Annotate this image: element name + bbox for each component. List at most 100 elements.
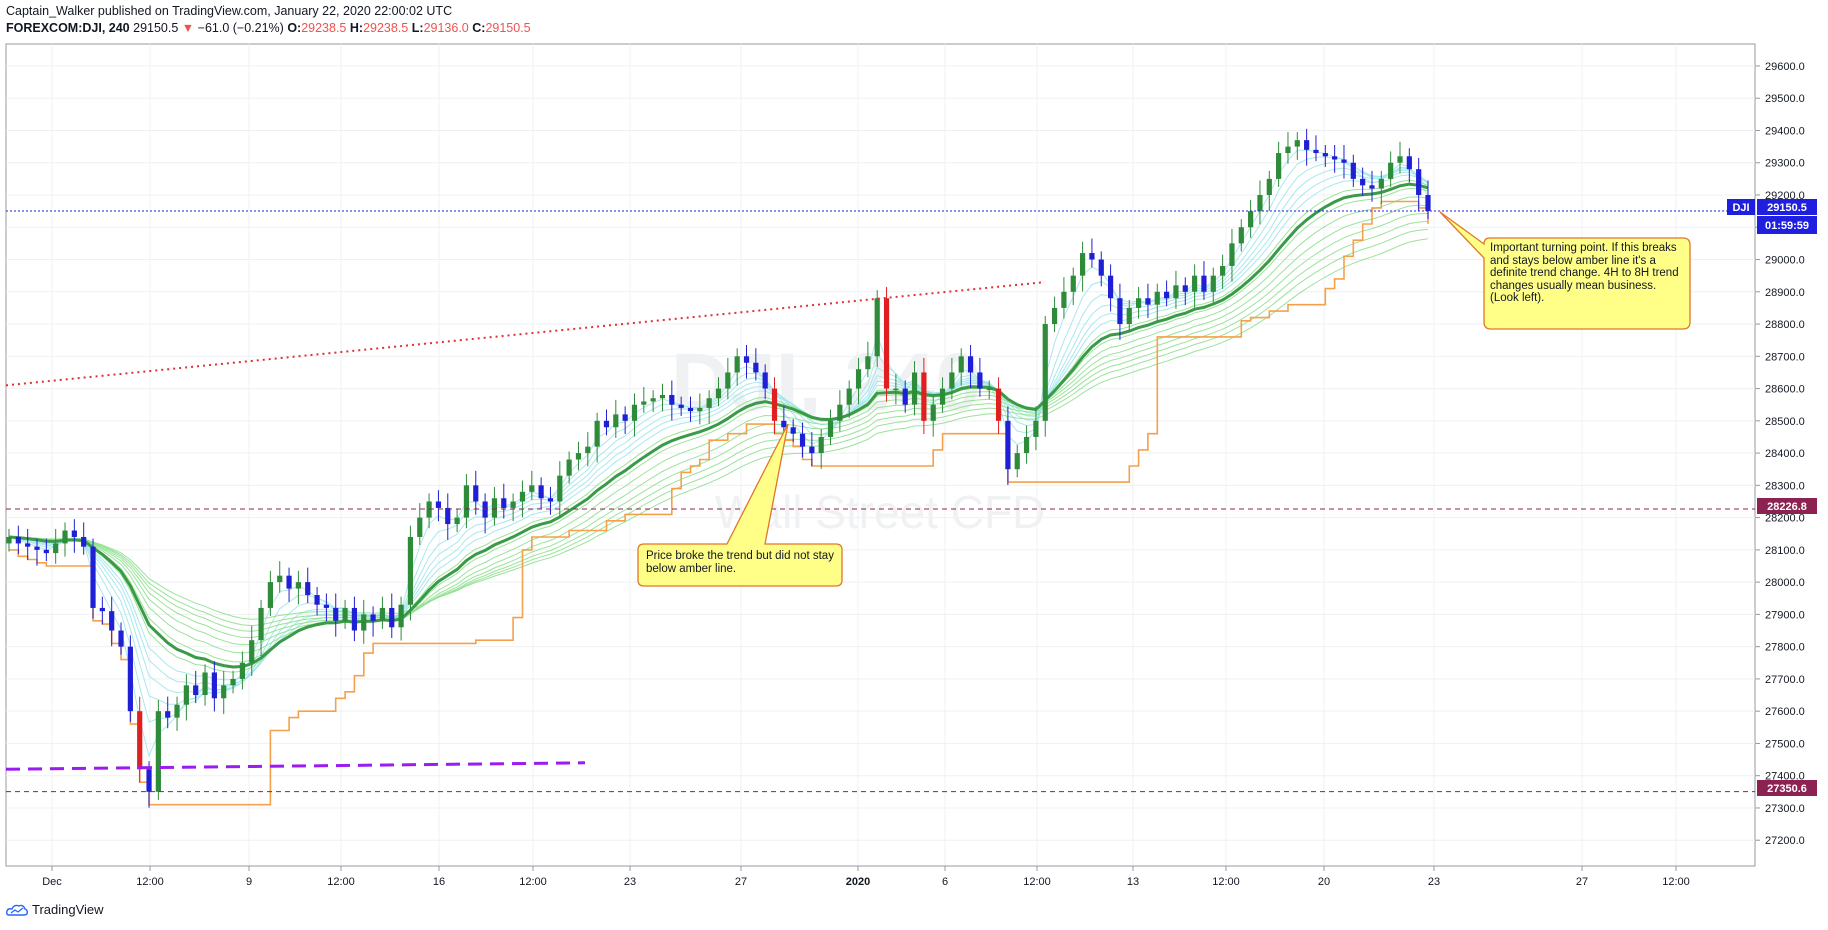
level-tag-high: 28226.8 [1757, 498, 1817, 514]
y-tick-label: 29300.0 [1765, 158, 1805, 170]
candle-body [883, 298, 890, 389]
candle-body [25, 543, 31, 547]
tradingview-brand[interactable]: TradingView [6, 902, 104, 917]
close-label: C: [472, 21, 486, 35]
symbol-label[interactable]: FOREXCOM:DJI, 240 [6, 21, 130, 35]
candle-body [379, 607, 386, 621]
candle-body [1238, 227, 1244, 244]
candle-body [398, 604, 404, 628]
time-axis[interactable]: Dec 12:00 9 12:00 16 12:00 23 27 2020 6 12:00 13 12:… [6, 865, 1755, 888]
candle-body [501, 498, 507, 508]
low-value: 29136.0 [423, 21, 469, 35]
x-tick-label: 13 [1127, 876, 1139, 888]
x-tick-label: 12:00 [1662, 876, 1690, 888]
candle-body [799, 433, 806, 447]
amber-stop-line [9, 200, 1429, 806]
candle-body [81, 536, 87, 547]
horizontal-levels [5, 210, 1755, 793]
candle-body [958, 356, 964, 373]
candle-body [1117, 298, 1123, 325]
candle-body [519, 491, 526, 502]
y-tick-label: 29000.0 [1765, 255, 1805, 267]
candle-body [1229, 243, 1235, 266]
candle-body [837, 404, 843, 421]
candle-body [762, 372, 768, 389]
red-dotted-trendline [5, 281, 1046, 387]
candle-body [753, 362, 759, 373]
candle-body [1182, 285, 1188, 292]
y-tick-label: 28700.0 [1765, 351, 1805, 363]
candle-body [1173, 285, 1179, 299]
candle-body [1248, 211, 1254, 228]
candle-body [697, 407, 703, 412]
candle-body [1098, 259, 1104, 276]
amber-line [9, 200, 1429, 806]
callout-middle[interactable]: Price broke the trend but did not stay b… [637, 423, 843, 587]
candle-body [547, 498, 554, 502]
candle-body [1341, 159, 1347, 163]
y-tick-label: 28600.0 [1765, 384, 1805, 396]
candle-body [1360, 178, 1366, 186]
candle-body [538, 485, 544, 499]
candle-body [1397, 156, 1403, 163]
candle-body [1042, 324, 1048, 421]
candle-body [650, 398, 656, 402]
candle-body [781, 420, 787, 428]
bar-countdown: 01:59:59 [1765, 220, 1809, 232]
candle-body [949, 372, 955, 389]
chart-frame [5, 43, 1756, 867]
candle-body [1313, 149, 1319, 154]
candle-body [1276, 153, 1282, 179]
candle-body [389, 607, 395, 628]
candle-body [445, 507, 451, 525]
callout-right[interactable]: Important turning point. If this breaks … [1439, 211, 1691, 330]
candle-body [659, 395, 666, 399]
candle-body [1154, 291, 1160, 305]
candle-body [491, 498, 498, 518]
y-tick-label: 28900.0 [1765, 287, 1805, 299]
candle-body [454, 517, 460, 525]
x-tick-label: 12:00 [1212, 876, 1240, 888]
callout-right-text: Important turning point. If this breaks … [1490, 242, 1679, 304]
candle-body [174, 704, 180, 718]
candle-body [211, 672, 217, 699]
candle-body [165, 711, 171, 718]
candle-body [809, 446, 815, 454]
candle-body [1089, 253, 1095, 260]
x-tick-label: 12:00 [1023, 876, 1051, 888]
candle-body [995, 388, 1002, 421]
candle-body [725, 372, 731, 389]
candle-body [99, 607, 105, 612]
candle-body [827, 420, 834, 437]
candle-body [1135, 298, 1142, 308]
candle-body [258, 607, 264, 641]
candle-body [1257, 195, 1263, 212]
candle-body [1369, 185, 1375, 189]
candle-body [669, 395, 675, 405]
candle-body [631, 404, 638, 421]
candle-body [911, 372, 918, 405]
candle-body [370, 614, 376, 621]
candle-body [183, 685, 189, 705]
candle-body [855, 369, 862, 389]
open-value: 29238.5 [301, 21, 347, 35]
price-axis[interactable]: 29600.029500.029400.029300.029200.029100… [1755, 61, 1805, 847]
candle-body [1070, 275, 1076, 292]
candle-body [267, 582, 273, 608]
watermark-symbol: DJI, 240 [671, 337, 981, 428]
candle-body [71, 530, 77, 537]
candle-body [594, 420, 600, 447]
candle-body [1416, 169, 1422, 195]
candle-body [874, 298, 880, 357]
candle-body [1126, 307, 1132, 325]
candle-body [118, 630, 124, 647]
candle-body [1378, 178, 1384, 189]
candle-body [1210, 275, 1216, 292]
candle-body [6, 536, 12, 544]
y-tick-label: 27500.0 [1765, 738, 1805, 750]
candle-body [1294, 140, 1300, 147]
candle-body [575, 453, 582, 460]
y-tick-label: 27900.0 [1765, 609, 1805, 621]
brand-name: TradingView [32, 902, 104, 917]
